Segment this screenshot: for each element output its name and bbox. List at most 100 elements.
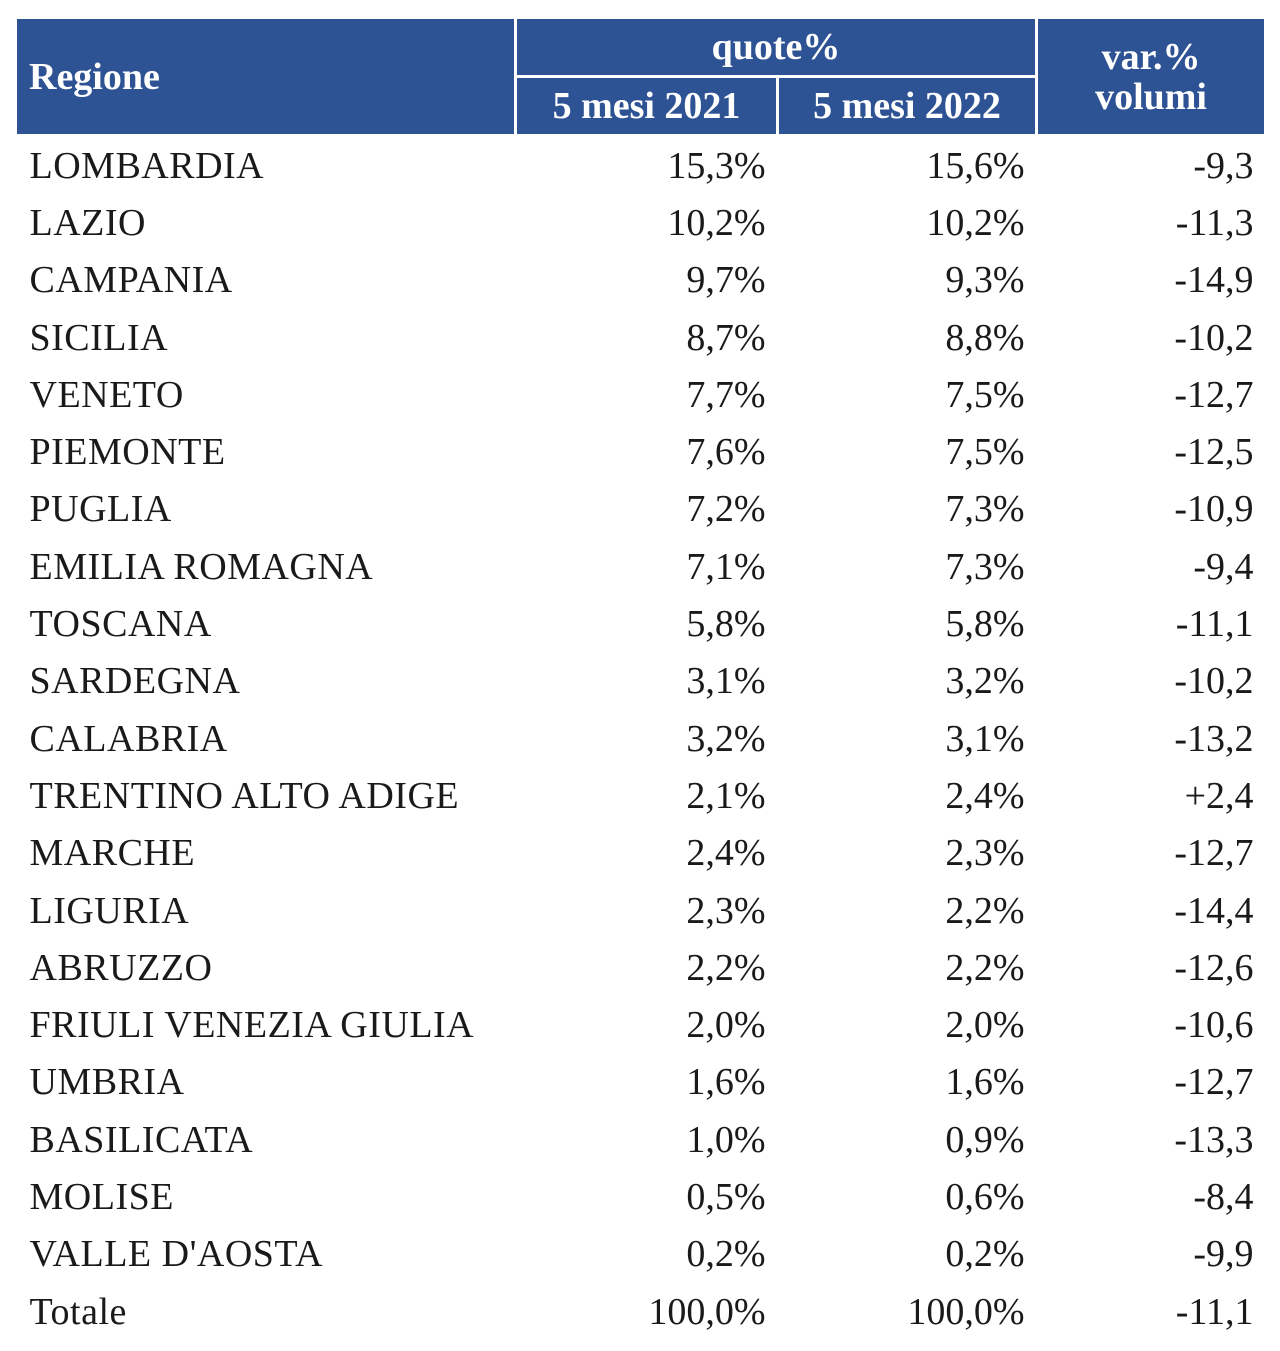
share-2022-cell: 9,3%: [945, 259, 1025, 302]
regional-share-table: Regione quote% var.% volumi 5 mesi 2021 …: [14, 16, 1268, 1340]
table-row: VENETO 7,7% 7,5% -12,7: [16, 366, 1266, 423]
var-volumi-cell: -9,4: [1193, 545, 1254, 588]
header-row-sub: 5 mesi 2021 5 mesi 2022: [16, 75, 1266, 137]
var-volumi-cell: -11,1: [1175, 603, 1254, 646]
col-2022-header: 5 mesi 2022: [775, 75, 1039, 137]
share-2021-cell: 0,2%: [686, 1233, 766, 1276]
share-2022-cell: 10,2%: [926, 201, 1025, 244]
var-volumi-cell: -10,2: [1174, 660, 1254, 703]
table-row: EMILIA ROMAGNA 7,1% 7,3% -9,4: [16, 538, 1266, 595]
var-volumi-cell: -13,2: [1174, 717, 1254, 760]
region-cell: LOMBARDIA: [29, 144, 265, 187]
table-row: MARCHE 2,4% 2,3% -12,7: [16, 825, 1266, 882]
share-2021-cell: 7,1%: [686, 545, 766, 588]
total-row: Totale 100,0% 100,0% -11,1: [16, 1283, 1266, 1340]
share-2022-cell: 0,6%: [945, 1175, 1025, 1218]
region-column-header: Regione: [14, 16, 517, 137]
region-cell: TRENTINO ALTO ADIGE: [29, 774, 460, 817]
share-2022-cell: 3,2%: [945, 660, 1025, 703]
region-cell: MARCHE: [29, 832, 196, 875]
col-2021-header: 5 mesi 2021: [514, 75, 779, 137]
share-2021-cell: 0,5%: [686, 1175, 766, 1218]
quote-group-header: quote%: [513, 16, 1039, 78]
var-volumi-cell: -10,2: [1174, 316, 1254, 359]
share-2022-cell: 7,3%: [945, 488, 1025, 531]
var-volumi-cell: -10,6: [1174, 1004, 1254, 1047]
share-2022-cell: 100,0%: [907, 1290, 1025, 1333]
table-row: TOSCANA 5,8% 5,8% -11,1: [16, 595, 1266, 652]
region-cell: TOSCANA: [29, 603, 212, 646]
share-2021-cell: 2,2%: [686, 946, 766, 989]
share-2021-cell: 15,3%: [667, 144, 766, 187]
share-2022-cell: 7,3%: [945, 545, 1025, 588]
table-row: PIEMONTE 7,6% 7,5% -12,5: [16, 423, 1266, 480]
region-cell: FRIULI VENEZIA GIULIA: [29, 1004, 475, 1047]
region-cell: PUGLIA: [29, 488, 172, 531]
region-cell: SICILIA: [29, 316, 169, 359]
table-header: Regione quote% var.% volumi 5 mesi 2021 …: [14, 16, 1268, 137]
region-cell: CAMPANIA: [29, 259, 233, 302]
table-row: CAMPANIA 9,7% 9,3% -14,9: [16, 252, 1266, 309]
share-2022-cell: 15,6%: [926, 144, 1025, 187]
var-volumi-cell: +2,4: [1184, 774, 1254, 817]
var-volumi-cell: -9,9: [1193, 1233, 1254, 1276]
var-volumi-column-header: var.% volumi: [1035, 16, 1268, 137]
table-row: UMBRIA 1,6% 1,6% -12,7: [16, 1054, 1266, 1111]
share-2021-cell: 9,7%: [686, 259, 766, 302]
share-2021-cell: 2,0%: [686, 1004, 766, 1047]
share-2022-cell: 0,2%: [945, 1233, 1025, 1276]
share-2021-cell: 3,2%: [686, 717, 766, 760]
var-volumi-cell: -14,9: [1174, 259, 1254, 302]
share-2021-cell: 5,8%: [686, 603, 766, 646]
table-row: LAZIO 10,2% 10,2% -11,3: [16, 194, 1266, 251]
share-2022-cell: 5,8%: [945, 603, 1025, 646]
share-2021-cell: 1,6%: [686, 1061, 766, 1104]
share-2022-cell: 2,3%: [945, 832, 1025, 875]
share-2021-cell: 2,1%: [686, 774, 766, 817]
var-volumi-cell: -12,5: [1174, 431, 1254, 474]
var-header-line-2: volumi: [1095, 75, 1207, 118]
share-2021-cell: 7,6%: [686, 431, 766, 474]
share-2021-cell: 10,2%: [667, 201, 766, 244]
header-row-top: Regione quote% var.% volumi: [14, 16, 1268, 137]
table-row: LIGURIA 2,3% 2,2% -14,4: [16, 882, 1266, 939]
region-cell: ABRUZZO: [29, 946, 213, 989]
share-2021-cell: 2,3%: [686, 889, 766, 932]
table-row: FRIULI VENEZIA GIULIA 2,0% 2,0% -10,6: [16, 996, 1266, 1053]
region-cell: BASILICATA: [29, 1118, 254, 1161]
var-volumi-cell: -10,9: [1174, 488, 1254, 531]
share-2022-cell: 2,4%: [945, 774, 1025, 817]
var-volumi-cell: -12,6: [1174, 946, 1254, 989]
table-row: SICILIA 8,7% 8,8% -10,2: [16, 309, 1266, 366]
share-2022-cell: 0,9%: [945, 1118, 1025, 1161]
region-cell: VALLE D'AOSTA: [29, 1233, 324, 1276]
table-row: PUGLIA 7,2% 7,3% -10,9: [16, 481, 1266, 538]
share-2021-cell: 100,0%: [648, 1290, 766, 1333]
var-volumi-cell: -14,4: [1174, 889, 1254, 932]
table-row: ABRUZZO 2,2% 2,2% -12,6: [16, 939, 1266, 996]
table-row: CALABRIA 3,2% 3,1% -13,2: [16, 710, 1266, 767]
table-row: MOLISE 0,5% 0,6% -8,4: [16, 1168, 1266, 1225]
share-2021-cell: 8,7%: [686, 316, 766, 359]
region-cell: UMBRIA: [29, 1061, 185, 1104]
share-2022-cell: 3,1%: [945, 717, 1025, 760]
var-volumi-cell: -12,7: [1174, 373, 1254, 416]
region-cell: MOLISE: [29, 1175, 174, 1218]
var-volumi-cell: -8,4: [1193, 1175, 1254, 1218]
share-2021-cell: 2,4%: [686, 832, 766, 875]
var-volumi-cell: -11,3: [1175, 201, 1254, 244]
share-2021-cell: 1,0%: [686, 1118, 766, 1161]
regional-share-table-container: Regione quote% var.% volumi 5 mesi 2021 …: [14, 16, 1268, 1340]
region-cell: PIEMONTE: [29, 431, 226, 474]
table-row: VALLE D'AOSTA 0,2% 0,2% -9,9: [16, 1226, 1266, 1283]
share-2021-cell: 3,1%: [686, 660, 766, 703]
share-2021-cell: 7,7%: [686, 373, 766, 416]
share-2022-cell: 2,0%: [945, 1004, 1025, 1047]
region-cell: Totale: [29, 1290, 127, 1333]
share-2022-cell: 1,6%: [945, 1061, 1025, 1104]
table-row: BASILICATA 1,0% 0,9% -13,3: [16, 1111, 1266, 1168]
share-2022-cell: 7,5%: [945, 431, 1025, 474]
table-row: LOMBARDIA 15,3% 15,6% -9,3: [16, 136, 1266, 195]
var-volumi-cell: -9,3: [1193, 144, 1254, 187]
share-2022-cell: 7,5%: [945, 373, 1025, 416]
